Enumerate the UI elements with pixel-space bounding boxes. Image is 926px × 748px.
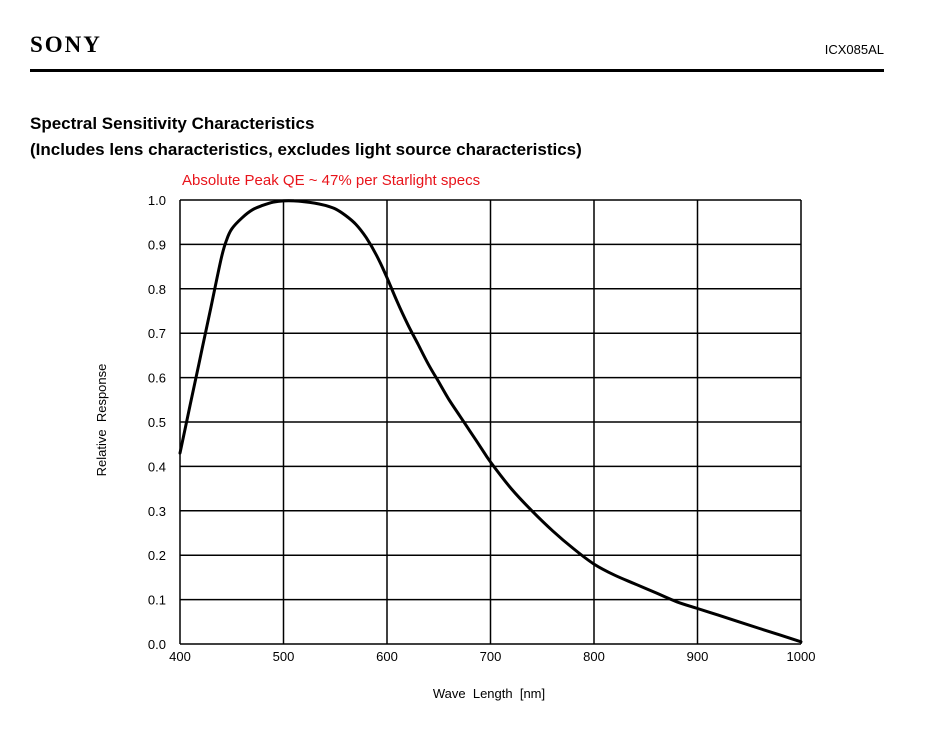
brand-logo: SONY	[30, 32, 102, 57]
y-tick-label: 0.2	[148, 548, 166, 563]
x-tick-label: 900	[687, 649, 709, 664]
chart-annotation: Absolute Peak QE ~ 47% per Starlight spe…	[182, 172, 480, 189]
series-layer	[178, 199, 803, 644]
x-tick-label: 400	[169, 649, 191, 664]
x-tick-label: 700	[480, 649, 502, 664]
part-number: ICX085AL	[824, 42, 884, 57]
section-subtitle: (Includes lens characteristics, excludes…	[30, 140, 582, 159]
y-tick-label: 0.4	[148, 459, 166, 474]
y-tick-label: 0.1	[148, 593, 166, 608]
x-axis-title: Wave Length [nm]	[433, 686, 545, 701]
y-tick-label: 0.7	[148, 326, 166, 341]
response-curve	[178, 199, 803, 644]
y-tick-label: 0.9	[148, 237, 166, 252]
section-title: Spectral Sensitivity Characteristics	[30, 114, 315, 133]
x-tick-label: 800	[583, 649, 605, 664]
y-tick-label: 1.0	[148, 193, 166, 208]
x-tick-label: 600	[376, 649, 398, 664]
y-axis-title: Relative Response	[94, 364, 109, 477]
tick-labels: 0.0 0.1 0.2 0.3 0.4 0.5 0.6 0.7 0.8 0.9 1.0 400 500 6…	[148, 193, 816, 664]
x-tick-label: 500	[273, 649, 295, 664]
y-tick-label: 0.6	[148, 371, 166, 386]
y-tick-label: 0.8	[148, 282, 166, 297]
y-tick-label: 0.3	[148, 504, 166, 519]
grid-lines	[179, 199, 802, 645]
y-tick-label: 0.0	[148, 637, 166, 652]
header-rule	[30, 69, 884, 72]
y-tick-label: 0.5	[148, 415, 166, 430]
x-tick-label: 1000	[787, 649, 816, 664]
